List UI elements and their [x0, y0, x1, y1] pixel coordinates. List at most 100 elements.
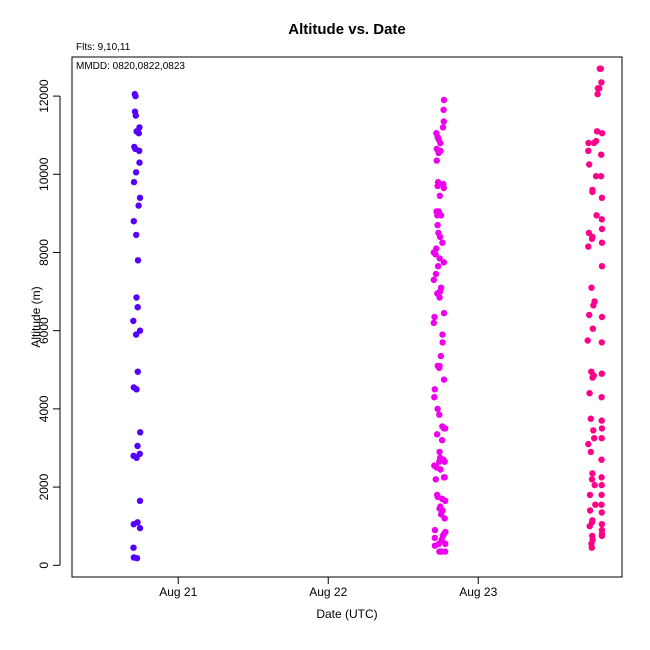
data-point [136, 147, 143, 154]
data-point [441, 458, 448, 465]
data-point [598, 216, 605, 223]
flights-annotation: Flts: 9,10,11 [76, 42, 131, 53]
data-point [588, 235, 596, 242]
data-point [598, 239, 606, 246]
x-tick-label: Aug 22 [309, 585, 347, 599]
data-point [134, 368, 141, 375]
data-point [434, 263, 442, 270]
data-point [133, 454, 140, 461]
data-point [598, 521, 606, 528]
data-point [440, 118, 447, 125]
data-point [134, 257, 142, 264]
data-point [592, 173, 600, 180]
y-tick-label: 2000 [37, 473, 51, 500]
data-point [432, 251, 439, 258]
data-point [438, 495, 446, 502]
data-point [133, 386, 140, 393]
data-point [439, 339, 446, 346]
plot-frame [71, 56, 623, 578]
data-point [431, 394, 438, 401]
data-point [440, 425, 448, 432]
data-point [132, 92, 139, 100]
data-point [598, 501, 605, 508]
data-point [598, 225, 606, 233]
data-point [598, 509, 605, 516]
y-tick-label: 8000 [37, 239, 51, 266]
data-point [439, 239, 446, 246]
data-point [132, 169, 140, 176]
data-point [440, 376, 448, 383]
data-point [441, 548, 449, 555]
data-point [436, 192, 443, 199]
data-point [441, 515, 448, 522]
data-point [434, 221, 441, 229]
data-point [589, 374, 596, 381]
data-points [130, 65, 606, 562]
data-point [431, 386, 438, 393]
data-point [597, 65, 604, 72]
data-point [586, 390, 593, 397]
data-point [598, 456, 605, 463]
data-point [130, 317, 137, 325]
y-tick-label: 6000 [37, 317, 51, 344]
data-point [136, 159, 143, 166]
chart-title: Altitude vs. Date [288, 21, 406, 38]
data-point [436, 448, 443, 456]
data-point [598, 263, 606, 270]
data-point [434, 405, 441, 413]
data-point [135, 130, 142, 137]
data-point [588, 284, 595, 291]
data-point [436, 458, 443, 465]
data-point [591, 435, 598, 442]
data-point [597, 173, 605, 180]
data-point [436, 255, 443, 262]
data-point [133, 231, 140, 239]
x-axis: Aug 21 Aug 22 Aug 23 [159, 576, 498, 599]
data-point [587, 448, 594, 456]
data-point [133, 555, 141, 562]
data-point [437, 147, 444, 154]
data-point [598, 79, 605, 86]
data-point [586, 491, 594, 499]
data-point [439, 331, 446, 338]
data-point [591, 481, 598, 489]
data-point [137, 429, 144, 436]
x-tick-label: Aug 21 [159, 585, 197, 599]
data-point [589, 470, 596, 477]
data-point [440, 96, 448, 104]
data-point [136, 327, 144, 334]
data-point [437, 466, 444, 473]
data-point [437, 139, 444, 147]
mmdd-annotation: MMDD: 0820,0822,0823 [76, 61, 185, 72]
y-tick-label: 12000 [37, 79, 51, 113]
data-point [134, 442, 141, 450]
data-point [590, 139, 598, 147]
x-axis-label: Date (UTC) [316, 607, 377, 621]
data-point [598, 417, 605, 424]
data-point [586, 311, 593, 319]
data-point [437, 352, 444, 360]
data-point [440, 184, 447, 192]
data-point [589, 325, 597, 332]
data-point [130, 521, 137, 528]
data-point [584, 337, 591, 344]
data-point [598, 481, 605, 489]
data-point [440, 309, 448, 317]
data-point [593, 212, 600, 219]
data-point [430, 319, 437, 327]
data-point [598, 151, 605, 158]
data-point [598, 394, 605, 401]
data-point [434, 182, 441, 190]
y-axis-label: Altitude (m) [29, 286, 43, 347]
data-point [598, 474, 605, 481]
y-tick-label: 10000 [37, 157, 51, 191]
data-point [598, 194, 606, 201]
data-point [590, 427, 597, 434]
data-point [132, 112, 139, 119]
data-point [598, 435, 605, 442]
data-point [431, 542, 439, 549]
data-point [135, 202, 142, 209]
data-point [436, 411, 443, 418]
x-tick-label: Aug 23 [459, 585, 497, 599]
data-point [594, 85, 602, 92]
